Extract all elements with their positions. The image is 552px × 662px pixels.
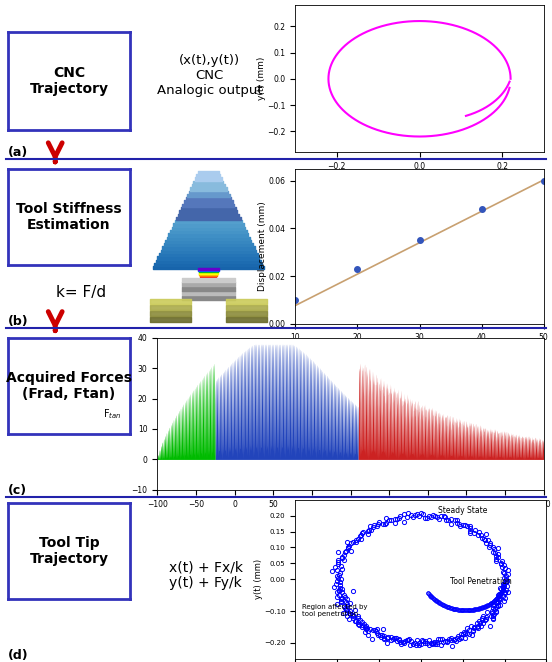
Y-axis label: y(t) (mm): y(t) (mm) (253, 559, 263, 599)
Text: (b): (b) (8, 315, 29, 328)
Y-axis label: y(t) (mm): y(t) (mm) (257, 57, 266, 101)
Text: (x(t),y(t))
CNC
Analogic output: (x(t),y(t)) CNC Analogic output (157, 54, 263, 97)
X-axis label: x(t) (mm): x(t) (mm) (398, 172, 441, 181)
Y-axis label: Displacement (mm): Displacement (mm) (258, 201, 267, 291)
Text: k= F/d: k= F/d (56, 285, 106, 300)
Text: Tool Tip
Trajectory: Tool Tip Trajectory (29, 536, 109, 566)
Text: x(t) + Fx/k
y(t) + Fy/k: x(t) + Fx/k y(t) + Fy/k (168, 560, 243, 591)
Text: Tool Penetration: Tool Penetration (450, 577, 512, 586)
Text: (a): (a) (8, 146, 29, 160)
Y-axis label: F$_{tan}$: F$_{tan}$ (103, 407, 121, 420)
X-axis label: F$_{rad}$ (N): F$_{rad}$ (N) (401, 344, 438, 357)
Text: Steady State: Steady State (438, 506, 487, 514)
Text: (c): (c) (8, 484, 28, 497)
Text: Acquired Forces
(Frad, Ftan): Acquired Forces (Frad, Ftan) (6, 371, 132, 401)
Text: CNC
Trajectory: CNC Trajectory (29, 66, 109, 96)
Text: Region affected by
tool penetration: Region affected by tool penetration (301, 604, 367, 617)
Text: Tool Stiffness
Estimation: Tool Stiffness Estimation (16, 202, 122, 232)
Text: (d): (d) (8, 649, 29, 662)
